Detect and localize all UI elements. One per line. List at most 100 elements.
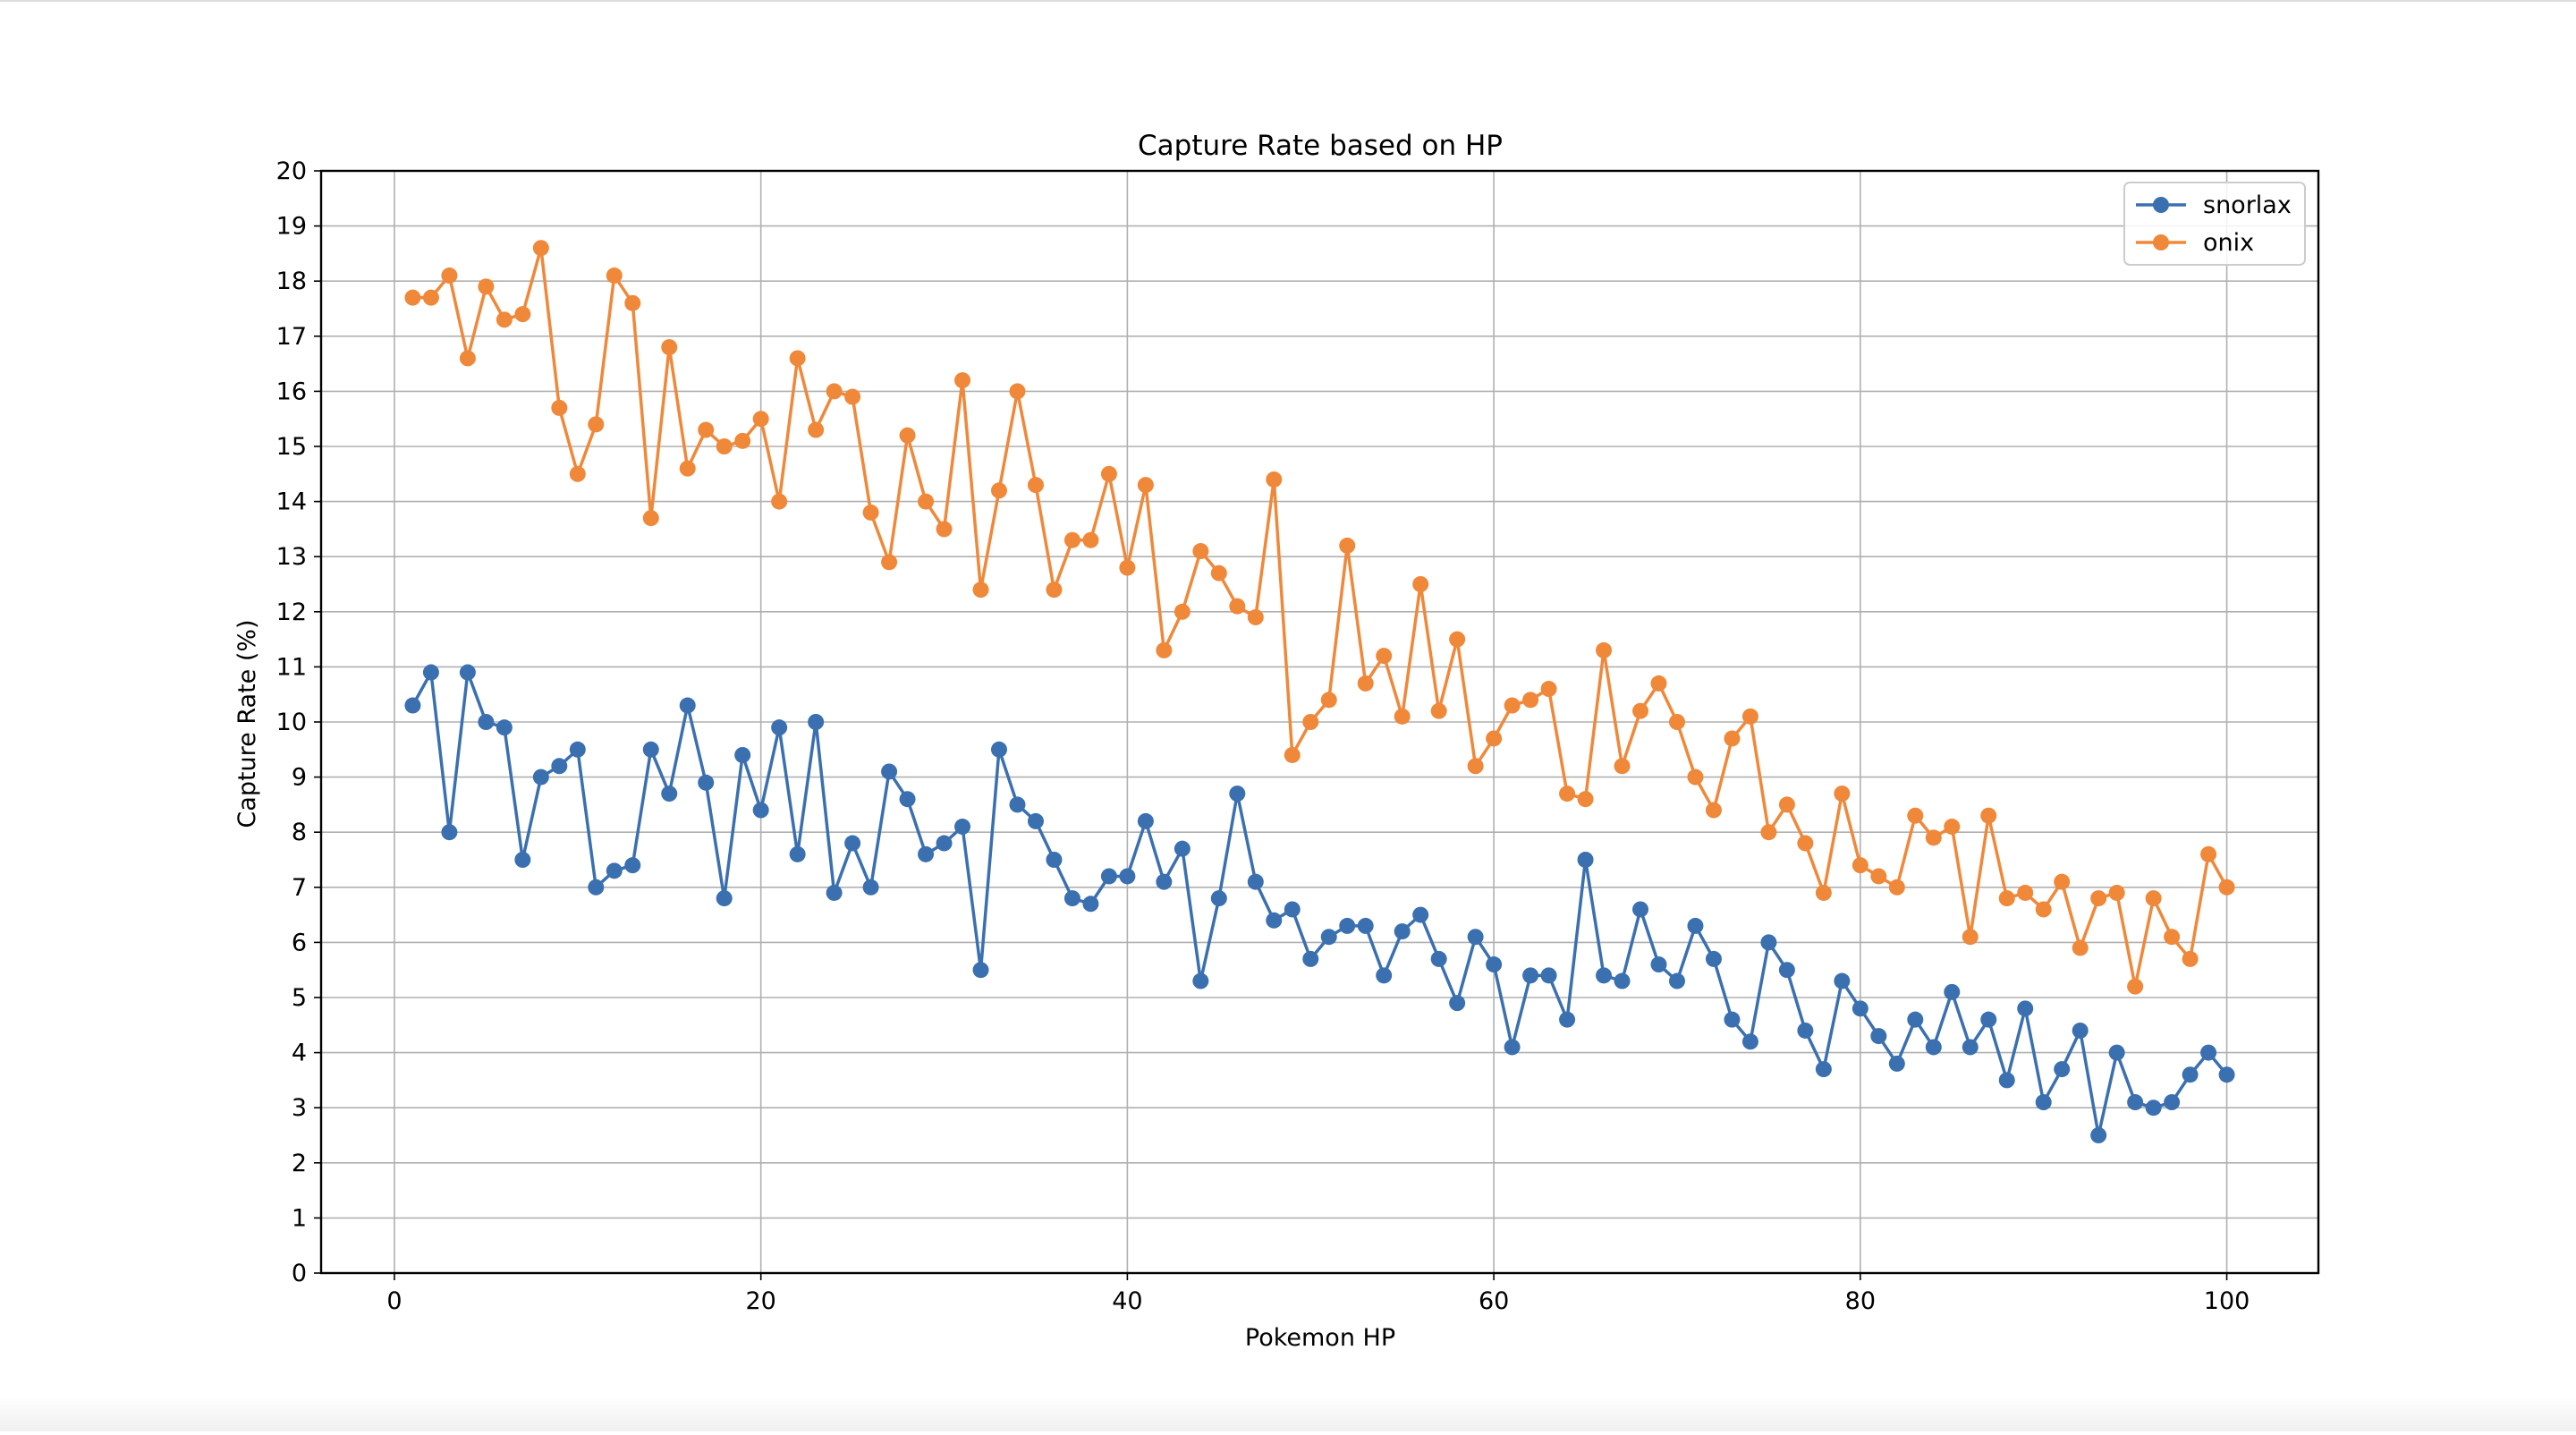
data-point-onix <box>716 438 733 454</box>
data-point-snorlax <box>624 857 641 874</box>
data-point-onix <box>1577 791 1594 808</box>
data-point-onix <box>1998 890 2015 907</box>
y-tick-label: 14 <box>276 488 307 516</box>
data-point-snorlax <box>1724 1011 1741 1028</box>
x-axis-label: Pokemon HP <box>1245 1324 1395 1352</box>
data-point-onix <box>1962 929 1979 946</box>
data-point-snorlax <box>1614 972 1631 989</box>
data-point-onix <box>532 240 549 257</box>
data-point-snorlax <box>734 746 751 763</box>
data-point-snorlax <box>2072 1022 2089 1039</box>
data-point-snorlax <box>1412 906 1429 923</box>
data-point-snorlax <box>532 768 549 785</box>
y-tick-label: 2 <box>292 1150 307 1177</box>
data-point-snorlax <box>2164 1094 2181 1111</box>
data-point-onix <box>1778 796 1795 813</box>
data-point-snorlax <box>478 714 495 730</box>
data-point-onix <box>1082 531 1099 548</box>
data-point-snorlax <box>1888 1055 1905 1072</box>
data-point-snorlax <box>588 879 605 896</box>
data-point-onix <box>1174 603 1191 620</box>
data-point-snorlax <box>2145 1100 2162 1117</box>
series-layer <box>404 240 2235 1143</box>
data-point-onix <box>1741 708 1758 725</box>
data-point-onix <box>478 278 495 295</box>
data-point-onix <box>1540 681 1557 698</box>
data-point-snorlax <box>642 741 659 758</box>
data-point-snorlax <box>2108 1044 2125 1061</box>
y-tick-label: 7 <box>292 874 307 902</box>
data-point-onix <box>1944 819 1961 836</box>
data-point-onix <box>661 339 678 356</box>
data-point-snorlax <box>2054 1061 2071 1078</box>
data-point-snorlax <box>881 763 898 780</box>
data-point-snorlax <box>1962 1039 1979 1056</box>
data-point-onix <box>1907 807 1924 824</box>
data-point-snorlax <box>569 741 586 758</box>
data-point-onix <box>1284 746 1301 763</box>
data-point-onix <box>1376 648 1393 665</box>
data-point-onix <box>789 350 806 367</box>
data-point-snorlax <box>1852 1000 1868 1017</box>
data-point-snorlax <box>918 845 935 862</box>
x-axis-ticks: 0 20 40 60 80 100 <box>386 1273 2250 1315</box>
data-point-onix <box>844 388 861 405</box>
data-point-onix <box>441 267 458 284</box>
data-point-onix <box>679 460 696 477</box>
data-point-snorlax <box>1357 917 1374 934</box>
data-point-onix <box>1559 785 1576 802</box>
y-tick-label: 11 <box>276 653 307 681</box>
y-tick-label: 3 <box>292 1094 307 1122</box>
data-point-onix <box>1467 758 1484 775</box>
data-point-snorlax <box>1778 962 1795 979</box>
data-point-onix <box>459 350 476 367</box>
data-point-snorlax <box>1596 967 1613 984</box>
data-point-snorlax <box>1210 890 1227 907</box>
data-point-onix <box>1063 531 1080 548</box>
data-point-snorlax <box>1376 967 1393 984</box>
data-point-snorlax <box>2090 1127 2107 1143</box>
data-point-snorlax <box>752 802 769 819</box>
data-point-snorlax <box>1650 956 1667 973</box>
data-point-onix <box>1797 835 1814 852</box>
data-point-snorlax <box>514 852 531 868</box>
data-point-onix <box>1449 631 1466 648</box>
data-point-onix <box>2182 950 2199 967</box>
data-point-snorlax <box>1467 929 1484 946</box>
data-point-onix <box>606 267 623 284</box>
data-point-onix <box>1504 697 1521 714</box>
data-point-snorlax <box>606 862 623 879</box>
data-point-snorlax <box>1137 812 1154 829</box>
data-point-snorlax <box>844 835 861 852</box>
data-point-snorlax <box>936 835 953 852</box>
data-point-snorlax <box>1559 1011 1576 1028</box>
data-point-onix <box>2072 939 2089 956</box>
data-point-onix <box>1632 702 1649 719</box>
data-point-snorlax <box>1705 950 1722 967</box>
data-point-onix <box>551 399 568 416</box>
data-point-onix <box>1815 884 1832 901</box>
data-point-onix <box>1009 383 1026 400</box>
series-snorlax <box>404 664 2235 1143</box>
data-point-snorlax <box>679 697 696 714</box>
data-point-onix <box>642 510 659 527</box>
data-point-onix <box>936 521 953 538</box>
x-tick-label: 0 <box>386 1287 402 1315</box>
data-point-onix <box>1430 702 1447 719</box>
data-point-onix <box>1724 730 1741 747</box>
legend-label-onix: onix <box>2203 229 2254 257</box>
data-point-snorlax <box>2200 1044 2217 1061</box>
data-point-onix <box>2145 890 2162 907</box>
data-point-onix <box>1486 730 1503 747</box>
data-point-snorlax <box>698 774 715 791</box>
data-point-snorlax <box>1027 812 1044 829</box>
data-point-snorlax <box>716 890 733 907</box>
data-point-onix <box>588 416 605 433</box>
data-point-snorlax <box>1925 1039 1942 1056</box>
legend: snorlax onix <box>2123 182 2306 266</box>
data-point-onix <box>2200 845 2217 862</box>
data-point-snorlax <box>789 845 806 862</box>
x-tick-label: 100 <box>2204 1287 2250 1315</box>
data-point-snorlax <box>551 758 568 775</box>
